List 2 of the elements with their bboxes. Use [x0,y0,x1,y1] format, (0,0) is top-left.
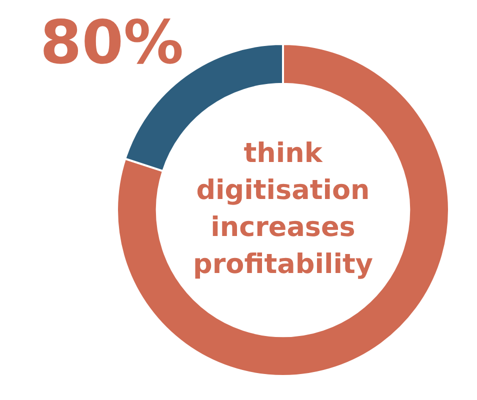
text: think digitisation increases profitability [192,137,374,282]
chart-title: 80% [40,8,184,78]
